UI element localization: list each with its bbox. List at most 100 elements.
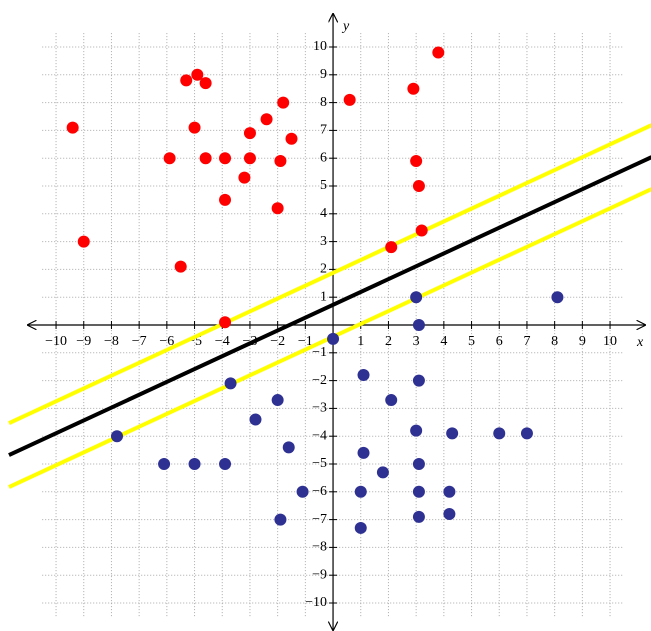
x-tick-label: −6: [159, 334, 174, 349]
point: [285, 132, 298, 145]
point: [412, 510, 425, 523]
x-tick-label: 3: [413, 334, 420, 349]
point: [443, 508, 456, 521]
point: [432, 46, 445, 59]
point: [219, 152, 232, 165]
y-tick-label: −5: [312, 456, 327, 471]
y-tick-label: 3: [320, 234, 327, 249]
x-tick-label: −4: [215, 334, 230, 349]
x-tick-label: 1: [357, 334, 364, 349]
point: [260, 113, 273, 126]
point: [249, 413, 262, 426]
point: [174, 260, 187, 273]
point: [410, 424, 423, 437]
x-tick-label: 8: [551, 334, 558, 349]
point: [219, 193, 232, 206]
point: [354, 485, 367, 498]
x-tick-label: −8: [104, 334, 119, 349]
y-tick-label: 10: [313, 39, 327, 54]
y-tick-label: 2: [320, 262, 327, 277]
point: [412, 180, 425, 192]
point: [66, 121, 79, 134]
y-tick-label: −10: [305, 595, 327, 610]
point: [243, 127, 256, 140]
x-tick-label: 5: [468, 334, 475, 349]
x-tick-label: 4: [440, 334, 447, 349]
point: [446, 427, 459, 440]
point: [443, 485, 456, 498]
y-tick-label: −2: [312, 373, 327, 388]
point: [110, 430, 123, 443]
point: [412, 458, 425, 470]
x-tick-label: −10: [45, 334, 67, 349]
point: [219, 316, 232, 329]
line: [8, 155, 651, 457]
point: [327, 332, 340, 345]
axes: −10 −9 −8 −7 −6 −5 −4 −3 −2 −1 1 2 3 4 5 6 7 8 9 10−10−9−8−…: [28, 14, 645, 630]
point: [274, 513, 287, 526]
point: [357, 369, 370, 382]
point: [77, 235, 90, 248]
point: [238, 171, 251, 184]
point: [412, 374, 425, 387]
x-tick-label: 6: [496, 334, 503, 349]
y-tick-label: −8: [312, 540, 327, 555]
point: [410, 291, 423, 304]
point: [224, 377, 237, 390]
x-axis-label: x: [636, 335, 644, 350]
y-tick-label: −4: [312, 428, 327, 443]
point: [180, 74, 193, 87]
point: [385, 241, 398, 254]
point: [376, 466, 389, 479]
point: [271, 202, 284, 215]
x-tick-label: −1: [298, 334, 313, 349]
y-tick-label: 4: [320, 206, 327, 221]
x-tick-label: −7: [132, 334, 147, 349]
point: [357, 446, 370, 459]
point: [199, 152, 212, 165]
point: [493, 427, 506, 440]
x-tick-label: 10: [603, 334, 617, 349]
y-tick-label: 5: [320, 178, 327, 193]
point: [188, 121, 201, 134]
y-tick-label: −9: [312, 567, 327, 582]
y-tick-label: −7: [312, 512, 327, 527]
y-tick-label: 7: [320, 123, 327, 138]
point: [412, 485, 425, 498]
point: [191, 68, 204, 81]
y-axis-label: y: [341, 19, 350, 34]
point: [158, 458, 171, 470]
point: [520, 427, 533, 440]
y-tick-label: 8: [320, 95, 327, 110]
marks: [8, 46, 651, 534]
x-tick-label: 7: [523, 334, 530, 349]
y-tick-label: 9: [320, 67, 327, 82]
y-tick-label: −6: [312, 484, 327, 499]
point: [412, 319, 425, 331]
y-tick-label: −1: [312, 345, 327, 360]
point: [188, 458, 201, 470]
point: [415, 224, 428, 237]
point: [163, 152, 176, 165]
point: [199, 77, 212, 90]
y-tick-label: −3: [312, 401, 327, 416]
y-tick-label: 6: [320, 150, 327, 165]
point: [282, 441, 295, 454]
point: [551, 291, 564, 304]
point: [296, 485, 309, 498]
point: [385, 394, 398, 407]
y-tick-label: 1: [320, 289, 327, 304]
x-tick-label: −9: [76, 334, 91, 349]
line: [8, 123, 651, 425]
point: [407, 82, 420, 95]
point: [219, 458, 232, 470]
point: [277, 96, 290, 109]
point: [410, 154, 423, 167]
point: [343, 93, 356, 106]
x-tick-label: 2: [385, 334, 392, 349]
x-tick-label: 9: [579, 334, 586, 349]
point: [271, 394, 284, 407]
point: [354, 521, 367, 534]
